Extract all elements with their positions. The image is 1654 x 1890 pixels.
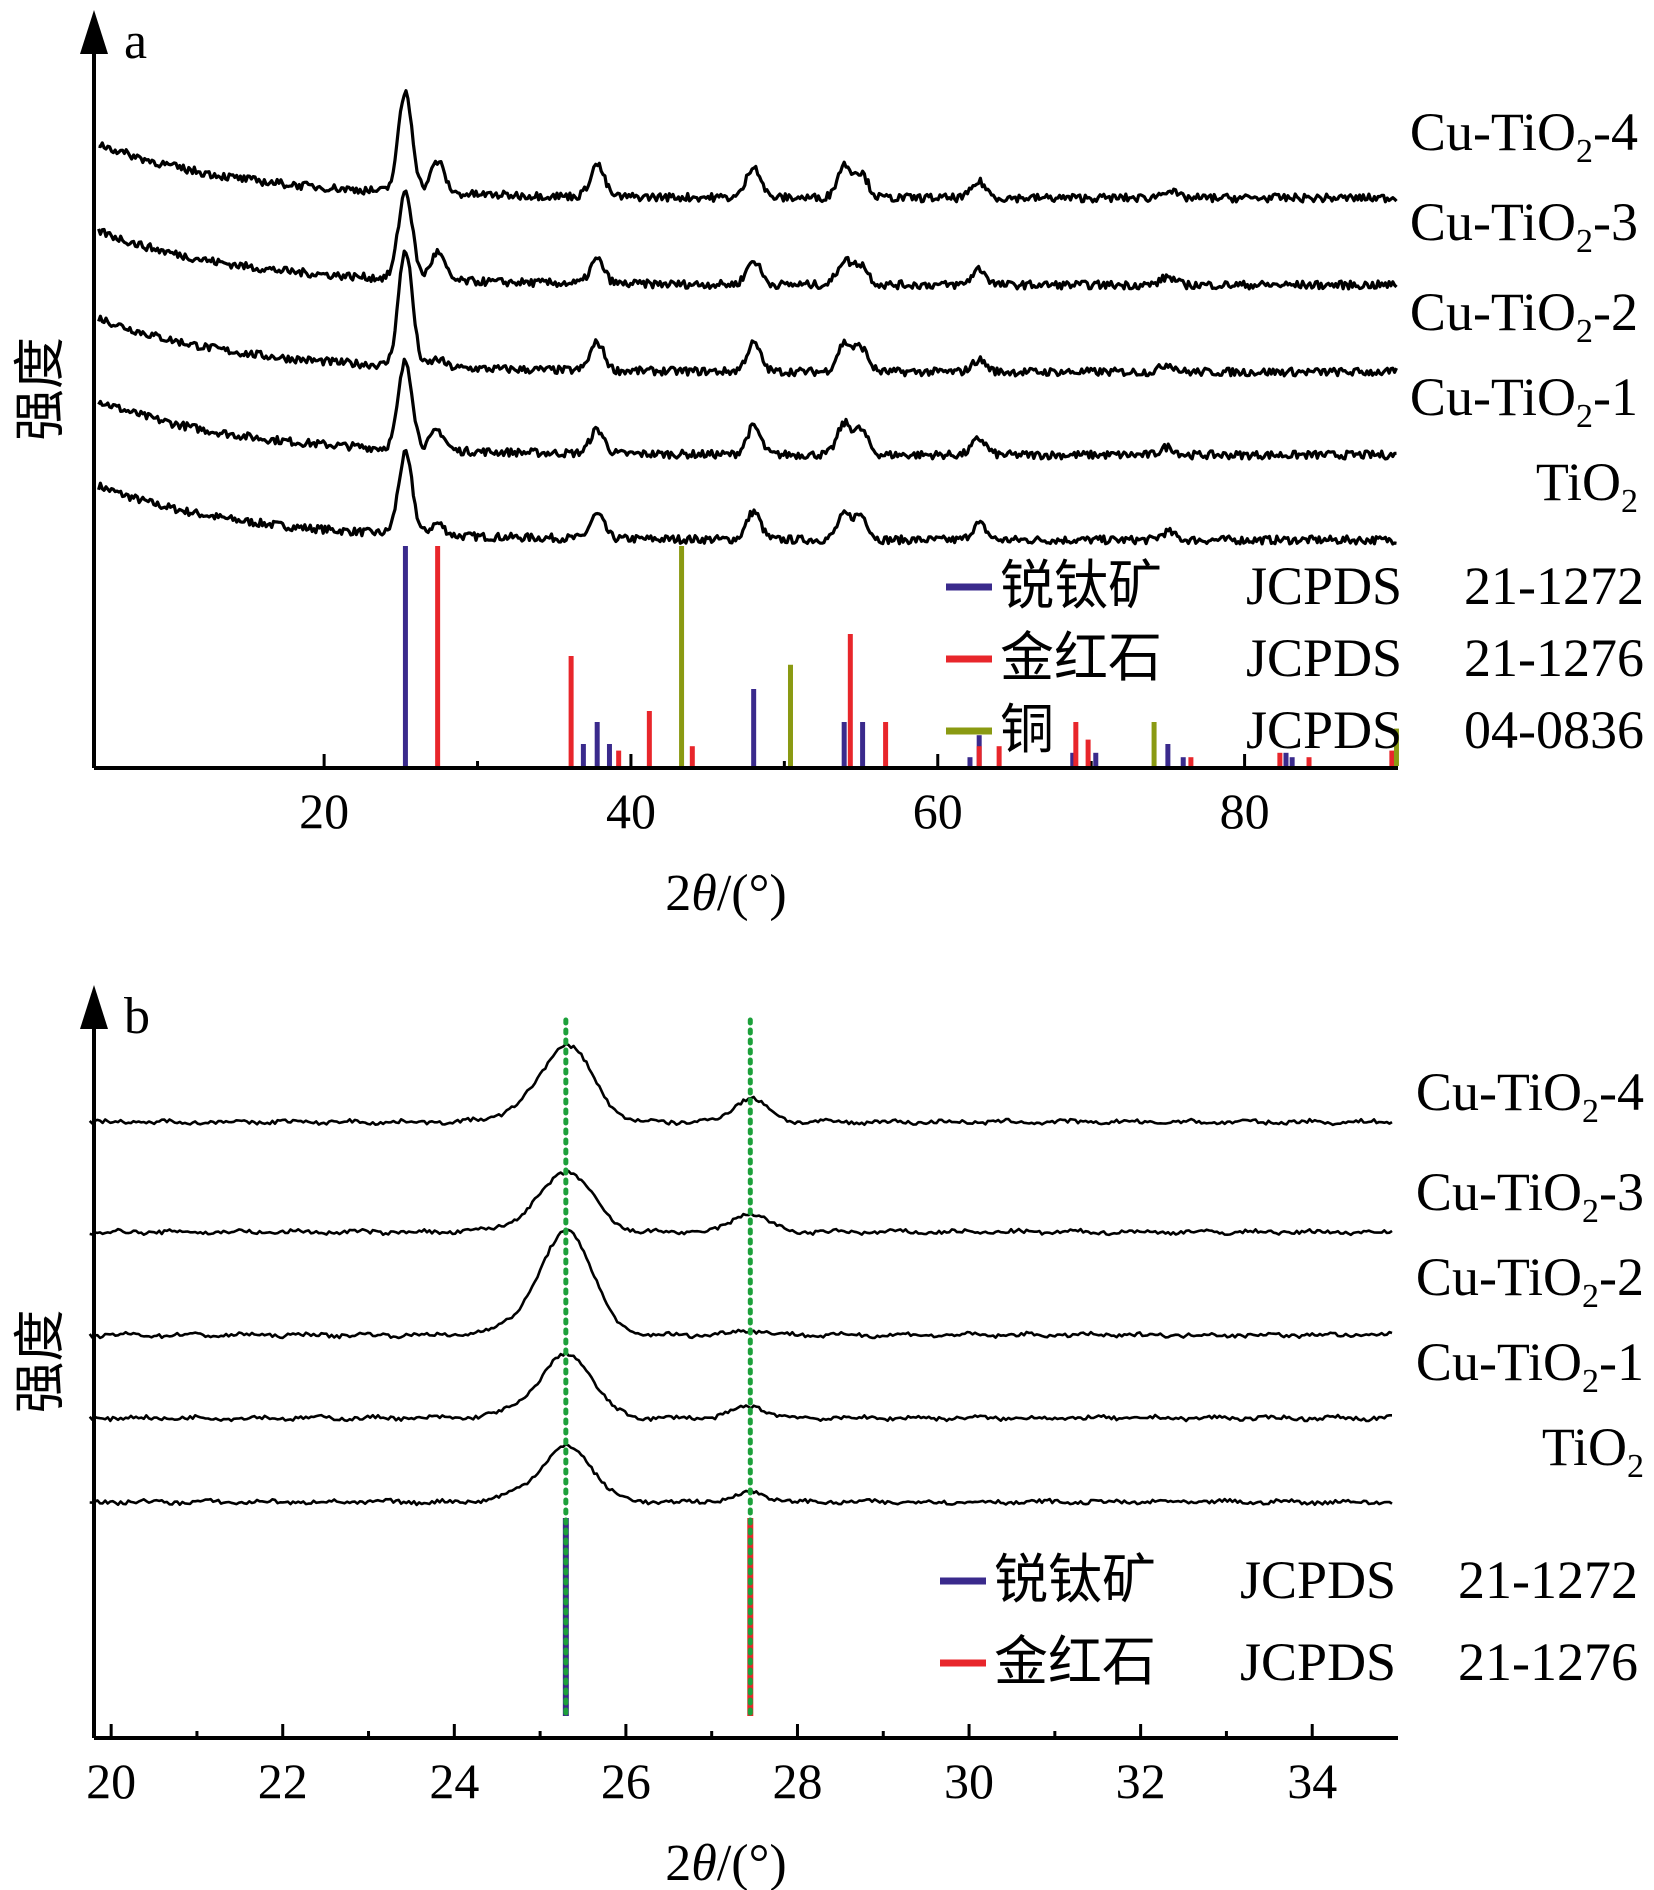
legend-card: JCPDS — [1240, 1550, 1396, 1610]
series-line — [97, 249, 1398, 378]
legend-card: JCPDS — [1246, 556, 1402, 616]
series-label: Cu-TiO2-3 — [1410, 192, 1638, 260]
x-tick-label: 40 — [606, 783, 656, 839]
legend-card: JCPDS — [1240, 1632, 1396, 1692]
series-label: Cu-TiO2-3 — [1416, 1162, 1644, 1230]
x-tick-label: 22 — [258, 1753, 308, 1809]
x-tick-label: 30 — [944, 1753, 994, 1809]
series-line — [98, 89, 1398, 204]
panel-b: 20 22 24 26 28 30 32 34 2θ/(°) 强度 b TiO2 Cu-TiO2-1 Cu… — [13, 985, 1644, 1890]
legend-card-number: 21-1276 — [1458, 1632, 1638, 1692]
series-line — [97, 189, 1398, 291]
series-label: Cu-TiO2-4 — [1416, 1062, 1644, 1130]
x-tick-label: 20 — [299, 783, 349, 839]
x-tick-label: 80 — [1220, 783, 1270, 839]
y-axis-title: 强度 — [13, 1309, 70, 1413]
series-label: TiO2 — [1536, 452, 1638, 520]
x-tick-label: 32 — [1116, 1753, 1166, 1809]
y-axis-arrow — [80, 10, 108, 54]
legend-phase-name: 锐钛矿 — [994, 1550, 1156, 1610]
y-axis-title: 强度 — [13, 337, 70, 441]
series-label: Cu-TiO2-1 — [1410, 367, 1638, 435]
x-tick-label: 28 — [772, 1753, 822, 1809]
series-label: TiO2 — [1542, 1417, 1644, 1485]
series-line — [89, 1169, 1393, 1237]
legend-card-number: 04-0836 — [1464, 700, 1644, 760]
series-label: Cu-TiO2-2 — [1416, 1247, 1644, 1315]
x-tick-label: 20 — [86, 1753, 136, 1809]
panel-letter: b — [124, 988, 150, 1045]
panel-letter: a — [124, 13, 147, 70]
x-tick-label: 24 — [429, 1753, 479, 1809]
series-label: Cu-TiO2-2 — [1410, 282, 1638, 350]
x-tick-label: 26 — [601, 1753, 651, 1809]
x-tick-label: 60 — [913, 783, 963, 839]
x-axis-title: 2θ/(°) — [665, 1835, 786, 1890]
legend-card-number: 21-1272 — [1458, 1550, 1638, 1610]
series-line — [88, 1042, 1393, 1127]
series-line — [89, 1442, 1393, 1507]
legend-card-number: 21-1276 — [1464, 628, 1644, 688]
legend-phase-name: 金红石 — [994, 1632, 1156, 1692]
y-axis-arrow — [80, 985, 108, 1029]
series-line — [88, 1350, 1392, 1423]
series-label: Cu-TiO2-4 — [1410, 102, 1638, 170]
series-label: Cu-TiO2-1 — [1416, 1332, 1644, 1400]
legend-card: JCPDS — [1246, 628, 1402, 688]
series-line — [97, 357, 1397, 461]
legend-phase-name: 金红石 — [1000, 628, 1162, 688]
legend-phase-name: 锐钛矿 — [1000, 556, 1162, 616]
x-tick-label: 34 — [1287, 1753, 1337, 1809]
panel-a: 20 40 60 80 2θ/(°) 强度 a TiO2 Cu-TiO2-1 Cu-TiO2-2 C… — [13, 10, 1644, 922]
x-axis-title: 2θ/(°) — [665, 865, 786, 922]
legend-card-number: 21-1272 — [1464, 556, 1644, 616]
legend-card: JCPDS — [1246, 700, 1402, 760]
legend-phase-name: 铜 — [1000, 700, 1054, 760]
series-line — [88, 1227, 1393, 1340]
series-line — [97, 448, 1397, 546]
